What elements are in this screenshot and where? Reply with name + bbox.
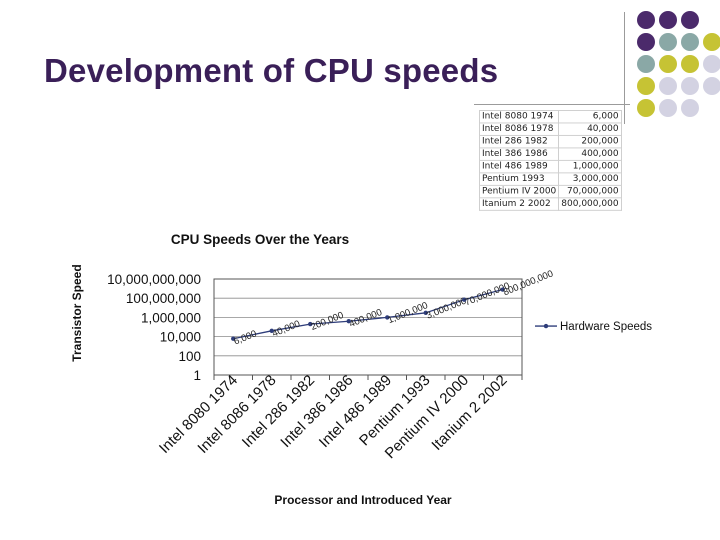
data-point xyxy=(346,319,351,324)
chart-background xyxy=(60,225,660,521)
data-point xyxy=(269,328,274,334)
x-axis-title: Processor and Introduced Year xyxy=(274,493,452,507)
table-cell-value: 70,000,000 xyxy=(558,184,622,199)
y-tick-label: 1 xyxy=(193,368,201,383)
decorative-dot xyxy=(637,99,655,117)
y-tick-label: 100 xyxy=(178,349,201,364)
decorative-dot xyxy=(659,77,677,95)
decorative-dot xyxy=(681,77,699,95)
cpu-speed-chart: CPU Speeds Over the Years Processor and … xyxy=(60,225,660,521)
decorative-horizontal-line xyxy=(474,104,630,105)
decorative-dot xyxy=(637,55,655,73)
data-point xyxy=(308,321,313,327)
table-cell-processor: Pentium 1993 xyxy=(478,172,560,186)
table-cell-value: 1,000,000 xyxy=(558,159,622,174)
table-cell-value: 200,000 xyxy=(558,134,622,149)
decorative-vertical-line xyxy=(624,12,625,124)
y-tick-label: 100,000,000 xyxy=(126,291,201,306)
table-row: Intel 8086 1978 40,000 xyxy=(478,122,622,136)
legend-marker xyxy=(543,323,549,329)
series-line xyxy=(233,288,503,340)
decorative-dot xyxy=(703,55,720,73)
decorative-dot xyxy=(659,55,677,73)
decorative-dot xyxy=(659,11,677,29)
legend-label: Hardware Speeds xyxy=(560,321,652,333)
y-axis-title: Transistor Speed xyxy=(70,264,84,361)
chart-title: CPU Speeds Over the Years xyxy=(171,232,349,247)
table-row: Pentium IV 2000 70,000,000 xyxy=(478,184,622,199)
data-point xyxy=(462,297,467,302)
table-row: Itanium 2 2002 800,000,000 xyxy=(478,197,622,211)
decorative-dot xyxy=(659,99,677,117)
data-point xyxy=(385,315,390,320)
data-point xyxy=(500,287,505,292)
y-tick-label: 1,000,000 xyxy=(141,310,201,325)
table-cell-value: 400,000 xyxy=(558,147,622,161)
data-point xyxy=(231,336,236,341)
decorative-dot xyxy=(703,33,720,51)
table-cell-processor: Intel 8086 1978 xyxy=(478,122,560,136)
decorative-dot xyxy=(637,77,655,95)
decorative-dot xyxy=(681,55,699,73)
table-cell-processor: Intel 286 1982 xyxy=(478,134,560,149)
table-cell-processor: Intel 8080 1974 xyxy=(478,110,560,124)
table-row: Pentium 1993 3,000,000 xyxy=(478,172,622,186)
y-tick-label: 10,000,000,000 xyxy=(107,272,201,287)
slide-title: Development of CPU speeds xyxy=(44,52,499,89)
decorative-dot xyxy=(703,77,720,95)
table-row: Intel 286 1982 200,000 xyxy=(478,134,622,149)
decorative-dot xyxy=(637,11,655,29)
y-tick-label: 10,000 xyxy=(160,330,201,345)
data-table: Intel 8080 1974 6,000 Intel 8086 1978 40,00… xyxy=(478,110,622,211)
table-cell-processor: Itanium 2 2002 xyxy=(478,197,560,211)
table-cell-value: 40,000 xyxy=(558,122,622,136)
table-row: Intel 486 1989 1,000,000 xyxy=(478,159,622,174)
decorative-dot xyxy=(681,99,699,117)
decorative-dot xyxy=(681,33,699,51)
table-cell-value: 3,000,000 xyxy=(558,172,622,186)
decorative-dot xyxy=(681,11,699,29)
decorative-dot xyxy=(637,33,655,51)
table-cell-processor: Intel 486 1989 xyxy=(478,159,560,174)
data-point xyxy=(423,310,428,316)
table-cell-processor: Intel 386 1986 xyxy=(478,147,560,161)
table-cell-value: 800,000,000 xyxy=(558,197,622,211)
table-row: Intel 8080 1974 6,000 xyxy=(478,110,622,124)
table-row: Intel 386 1986 400,000 xyxy=(478,147,622,161)
table-cell-value: 6,000 xyxy=(558,110,622,124)
decorative-dot xyxy=(659,33,677,51)
table-cell-processor: Pentium IV 2000 xyxy=(478,184,560,199)
